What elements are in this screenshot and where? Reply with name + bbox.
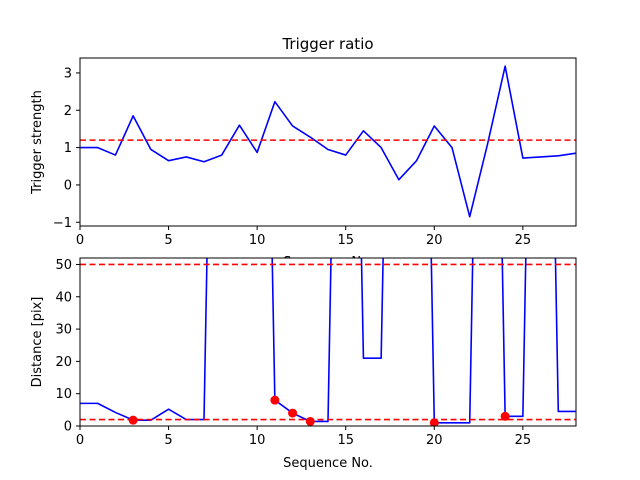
top-y-tick-label: 1 [64, 141, 72, 156]
top-y-tick-label: 2 [64, 104, 72, 119]
trigger-ratio-chart: 0 5 10 15 20 25 −1 0 1 2 3 Trigger ratio Trigger s… [30, 35, 577, 270]
bottom-y-tick-label: 50 [55, 258, 72, 273]
bottom-y-tick-label: 10 [55, 387, 72, 402]
top-y-tick-label: 0 [64, 178, 72, 193]
bottom-x-axis-label: Sequence No. [283, 456, 373, 471]
top-x-tick-label: 0 [76, 233, 84, 248]
top-y-axis-label: Trigger strength [30, 90, 45, 195]
top-x-tick-label: 25 [515, 233, 532, 248]
bottom-plot-frame [79, 257, 577, 427]
bottom-x-tick-label: 10 [249, 433, 266, 448]
bottom-x-tick-label: 15 [337, 433, 354, 448]
top-x-tick-label: 20 [426, 233, 443, 248]
bottom-series-line [80, 258, 576, 424]
bottom-marker-point [429, 418, 439, 426]
bottom-marker-point [500, 411, 510, 421]
top-x-tick-label: 15 [337, 233, 354, 248]
bottom-y-tick-label: 30 [55, 323, 72, 338]
top-ticks-layer: 0 5 10 15 20 25 −1 0 1 2 3 [53, 66, 531, 248]
bottom-y-tick-label: 0 [64, 420, 72, 435]
bottom-marker-point [270, 395, 280, 405]
top-plot-frame [79, 57, 577, 227]
distance-chart: 0 5 10 15 20 25 0 10 20 30 40 50 Distance [pix] Seq… [30, 257, 577, 471]
bottom-y-axis-label: Distance [pix] [30, 297, 45, 388]
bottom-x-tick-label: 0 [76, 433, 84, 448]
bottom-lines-layer [80, 258, 576, 426]
top-chart-title: Trigger ratio [281, 35, 373, 53]
top-x-tick-label: 10 [249, 233, 266, 248]
top-lines-layer [80, 65, 576, 218]
bottom-x-tick-label: 20 [426, 433, 443, 448]
bottom-x-tick-label: 25 [515, 433, 532, 448]
top-series-line [80, 65, 576, 218]
bottom-marker-point [288, 408, 298, 418]
bottom-ticks-layer: 0 5 10 15 20 25 0 10 20 30 40 50 [55, 258, 531, 448]
bottom-x-tick-label: 5 [164, 433, 172, 448]
top-y-tick-label: −1 [53, 216, 72, 231]
bottom-y-tick-label: 40 [55, 290, 72, 305]
bottom-y-tick-label: 20 [55, 355, 72, 370]
bottom-marker-point [128, 415, 138, 425]
top-x-tick-label: 5 [164, 233, 172, 248]
top-y-tick-label: 3 [64, 66, 72, 81]
bottom-marker-point [305, 416, 315, 426]
